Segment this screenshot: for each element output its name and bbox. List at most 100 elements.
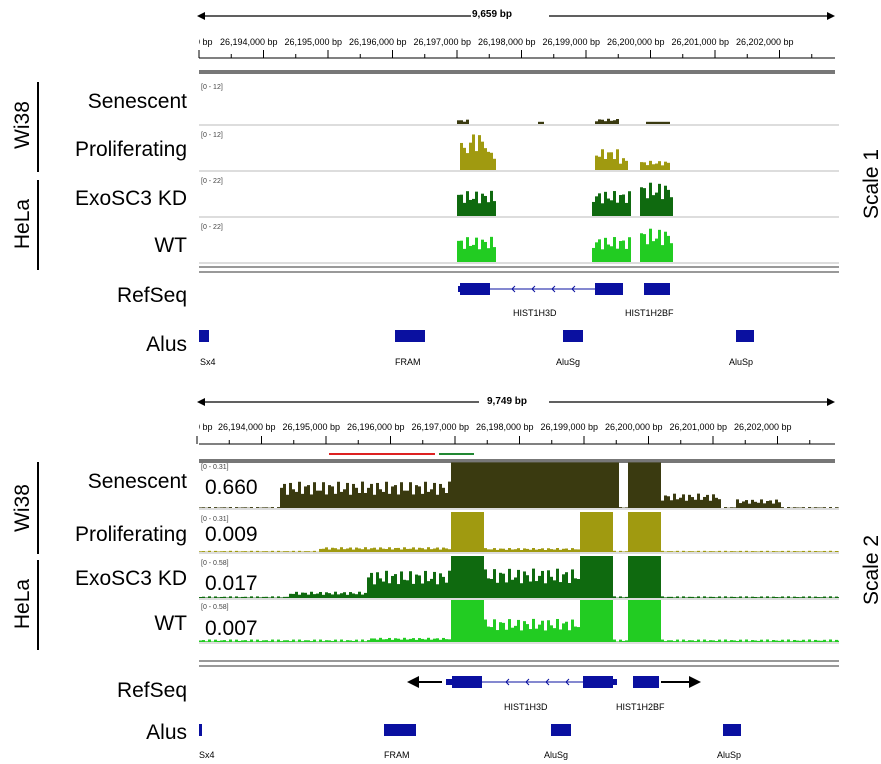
coverage-bar xyxy=(670,551,673,552)
coverage-bar xyxy=(565,572,568,598)
coverage-bar xyxy=(331,641,334,642)
coverage-bar xyxy=(673,641,676,642)
coverage-bar xyxy=(301,493,304,508)
coverage-bar xyxy=(571,619,574,642)
coverage-bar xyxy=(808,639,811,642)
coverage-bar xyxy=(331,547,334,552)
coverage-bar xyxy=(610,152,613,170)
coverage-bar xyxy=(268,597,271,598)
ruler-tick-label: 26,199,000 bp xyxy=(540,422,599,432)
coverage-bar xyxy=(433,482,436,508)
coverage-bar xyxy=(484,462,487,508)
coverage-bar xyxy=(799,551,802,552)
coverage-bar xyxy=(607,118,610,124)
coverage-bar xyxy=(469,462,472,508)
coverage-bar xyxy=(691,551,694,552)
coverage-bar xyxy=(766,550,769,552)
coverage-bar xyxy=(802,596,805,598)
coverage-bar xyxy=(541,121,544,124)
coverage-bar xyxy=(601,556,604,598)
coverage-bar xyxy=(808,507,811,508)
coverage-bar xyxy=(325,592,328,598)
coverage-bar xyxy=(679,497,682,508)
coverage-bar xyxy=(613,639,616,642)
alu-label: AluSg xyxy=(544,750,568,760)
coverage-bar xyxy=(325,547,328,552)
gene-label-hist1h3d: HIST1H3D xyxy=(513,308,557,318)
coverage-bar xyxy=(421,493,424,508)
coverage-bar xyxy=(376,549,379,552)
coverage-bar xyxy=(340,639,343,642)
alu-label: Sx4 xyxy=(199,750,215,760)
coverage-bar xyxy=(436,547,439,552)
coverage-bar xyxy=(625,551,628,552)
coverage-bar xyxy=(379,489,382,508)
coverage-bar xyxy=(829,639,832,642)
coverage-bar xyxy=(538,624,541,642)
coverage-bar xyxy=(652,121,655,124)
coverage-bar xyxy=(334,548,337,552)
coverage-bar xyxy=(430,639,433,642)
coverage-bar xyxy=(658,600,661,642)
coverage-bar xyxy=(388,493,391,508)
coverage-bar xyxy=(556,568,559,598)
ruler-tick-label: 26,201,000 bp xyxy=(669,422,728,432)
gene-label-hist1h2bf: HIST1H2BF xyxy=(616,702,665,712)
coverage-bar xyxy=(535,462,538,508)
coverage-bar xyxy=(685,500,688,508)
coverage-bar xyxy=(343,549,346,552)
coverage-bar xyxy=(694,597,697,598)
coverage-bar xyxy=(511,627,514,642)
coverage-bar xyxy=(310,494,313,508)
coverage-bar xyxy=(643,188,646,216)
coverage-bar xyxy=(649,556,652,598)
coverage-bar xyxy=(262,640,265,642)
coverage-bar xyxy=(337,594,340,598)
coverage-bar xyxy=(517,569,520,598)
coverage-bar xyxy=(331,594,334,598)
coverage-bar xyxy=(505,462,508,508)
coverage-bar xyxy=(577,549,580,552)
coverage-bar xyxy=(535,581,538,598)
coverage-bar xyxy=(460,120,463,124)
ruler-tick-label: 26,197,000 bp xyxy=(413,37,472,47)
coverage-bar xyxy=(637,462,640,508)
coverage-bar xyxy=(256,507,259,508)
coverage-bar xyxy=(439,549,442,552)
coverage-bar xyxy=(811,641,814,642)
coverage-bar xyxy=(607,462,610,508)
coverage-bar xyxy=(376,482,379,508)
coverage-bar xyxy=(568,462,571,508)
coverage-bar xyxy=(355,594,358,598)
coverage-bar xyxy=(394,547,397,552)
coverage-bar xyxy=(211,641,214,642)
coverage-bar xyxy=(610,462,613,508)
coverage-bar xyxy=(667,121,670,124)
coverage-bar xyxy=(817,551,820,552)
coverage-bar xyxy=(550,625,553,642)
coverage-bar xyxy=(448,570,451,598)
coverage-bar xyxy=(658,183,661,216)
coverage-bar xyxy=(664,121,667,124)
coverage-bar xyxy=(322,482,325,508)
coverage-bar xyxy=(586,512,589,552)
ruler-tick-label: 26,200,000 bp xyxy=(607,37,665,47)
coverage-bar xyxy=(781,596,784,598)
coverage-bar xyxy=(652,512,655,552)
coverage-bar xyxy=(415,485,418,508)
coverage-bar xyxy=(628,512,631,552)
coverage-bar xyxy=(724,639,727,642)
coverage-bar xyxy=(736,499,739,508)
coverage-bar xyxy=(739,503,742,508)
coverage-bar xyxy=(499,462,502,508)
coverage-bar xyxy=(289,641,292,642)
coverage-bar xyxy=(703,596,706,598)
coverage-bar xyxy=(661,165,664,170)
coverage-bar xyxy=(547,548,550,552)
coverage-bar xyxy=(670,640,673,642)
coverage-bar xyxy=(643,462,646,508)
coverage-bar xyxy=(277,550,280,552)
coverage-bar xyxy=(667,235,670,262)
coverage-bar xyxy=(715,597,718,598)
coverage-bar xyxy=(790,641,793,642)
